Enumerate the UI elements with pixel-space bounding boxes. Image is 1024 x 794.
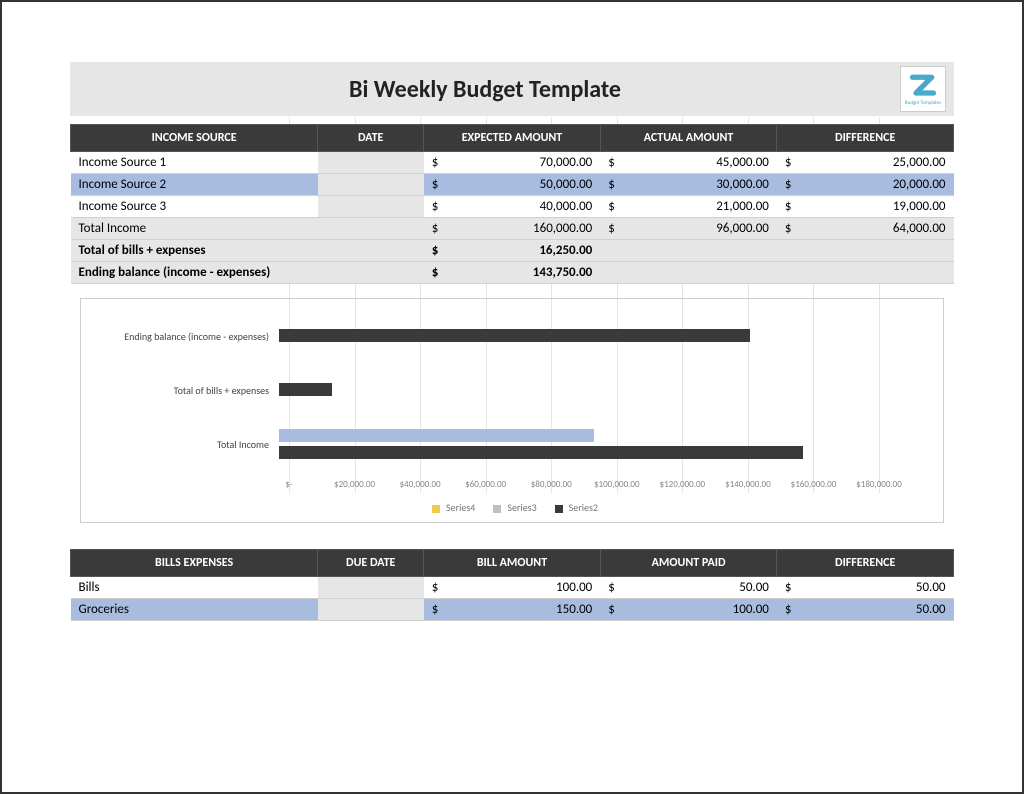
logo-z-icon (909, 72, 937, 100)
money-cell (777, 262, 954, 284)
money-cell: $150.00 (424, 599, 601, 621)
bills-header: BILLS EXPENSES (71, 550, 318, 577)
chart-category-label: Total Income (99, 438, 279, 451)
chart-category-label: Ending balance (income - expenses) (99, 330, 279, 343)
income-date (318, 196, 424, 218)
money-cell: $100.00 (600, 599, 777, 621)
money-cell: $25,000.00 (777, 152, 954, 174)
axis-tick: $20,000.00 (334, 479, 375, 490)
income-date (318, 152, 424, 174)
money-cell: $160,000.00 (424, 218, 601, 240)
logo-subtext: Budget Templates (905, 100, 941, 106)
legend-item: Series2 (549, 501, 598, 514)
summary-chart: Ending balance (income - expenses) Total … (80, 298, 944, 523)
bills-header: DUE DATE (318, 550, 424, 577)
bills-total-row: Total of bills + expenses$16,250.00 (71, 240, 954, 262)
money-cell: $50.00 (600, 577, 777, 599)
money-cell (600, 262, 777, 284)
axis-tick: $160,000.00 (791, 479, 837, 490)
bills-label: Groceries (71, 599, 318, 621)
income-row: Income Source 2 $50,000.00$30,000.00$20,0… (71, 174, 954, 196)
bills-header: DIFFERENCE (777, 550, 954, 577)
bills-label: Bills (71, 577, 318, 599)
income-date (318, 174, 424, 196)
income-header: INCOME SOURCE (71, 125, 318, 152)
ending-balance-row: Ending balance (income - expenses)$143,7… (71, 262, 954, 284)
bills-header: AMOUNT PAID (600, 550, 777, 577)
income-header: DATE (318, 125, 424, 152)
money-cell: $96,000.00 (600, 218, 777, 240)
bills-date (318, 577, 424, 599)
income-row: Income Source 3 $40,000.00$21,000.00$19,0… (71, 196, 954, 218)
money-cell (600, 240, 777, 262)
income-label: Income Source 3 (71, 196, 318, 218)
chart-category-label: Total of bills + expenses (99, 384, 279, 397)
axis-tick: $60,000.00 (465, 479, 506, 490)
bills-date (318, 599, 424, 621)
money-cell: $40,000.00 (424, 196, 601, 218)
money-cell: $64,000.00 (777, 218, 954, 240)
money-cell: $70,000.00 (424, 152, 601, 174)
bills-row: Groceries $150.00$100.00$50.00 (71, 599, 954, 621)
axis-tick: $40,000.00 (400, 479, 441, 490)
income-label: Income Source 1 (71, 152, 318, 174)
money-cell (777, 240, 954, 262)
income-header: DIFFERENCE (777, 125, 954, 152)
money-cell: $100.00 (424, 577, 601, 599)
legend-item: Series4 (426, 501, 475, 514)
axis-tick: $120,000.00 (660, 479, 706, 490)
axis-tick: $140,000.00 (725, 479, 771, 490)
legend-item: Series3 (487, 501, 536, 514)
money-cell: $16,250.00 (424, 240, 601, 262)
chart-legend: Series4 Series3 Series2 (99, 501, 925, 514)
bills-header: BILL AMOUNT (424, 550, 601, 577)
axis-tick: $100,000.00 (594, 479, 640, 490)
title-bar: Bi Weekly Budget Template Budget Templat… (70, 62, 954, 116)
logo: Budget Templates (900, 66, 946, 112)
bills-row: Bills$100.00$50.00$50.00 (71, 577, 954, 599)
money-cell: $143,750.00 (424, 262, 601, 284)
income-row: Income Source 1 $70,000.00$45,000.00$25,0… (71, 152, 954, 174)
income-label: Income Source 2 (71, 174, 318, 196)
bills-table: BILLS EXPENSESDUE DATEBILL AMOUNTAMOUNT … (70, 549, 954, 621)
money-cell: $50.00 (777, 577, 954, 599)
money-cell: $50.00 (777, 599, 954, 621)
axis-tick: $80,000.00 (531, 479, 572, 490)
axis-tick: $180,000.00 (856, 479, 902, 490)
money-cell: $19,000.00 (777, 196, 954, 218)
money-cell: $21,000.00 (600, 196, 777, 218)
income-header: ACTUAL AMOUNT (600, 125, 777, 152)
income-total-row: Total Income$160,000.00$96,000.00$64,000… (71, 218, 954, 240)
money-cell: $30,000.00 (600, 174, 777, 196)
money-cell: $50,000.00 (424, 174, 601, 196)
page-title: Bi Weekly Budget Template (70, 75, 900, 104)
money-cell: $20,000.00 (777, 174, 954, 196)
income-header: EXPECTED AMOUNT (424, 125, 601, 152)
money-cell: $45,000.00 (600, 152, 777, 174)
income-table: INCOME SOURCEDATEEXPECTED AMOUNTACTUAL A… (70, 124, 954, 284)
axis-tick: $- (285, 479, 292, 490)
